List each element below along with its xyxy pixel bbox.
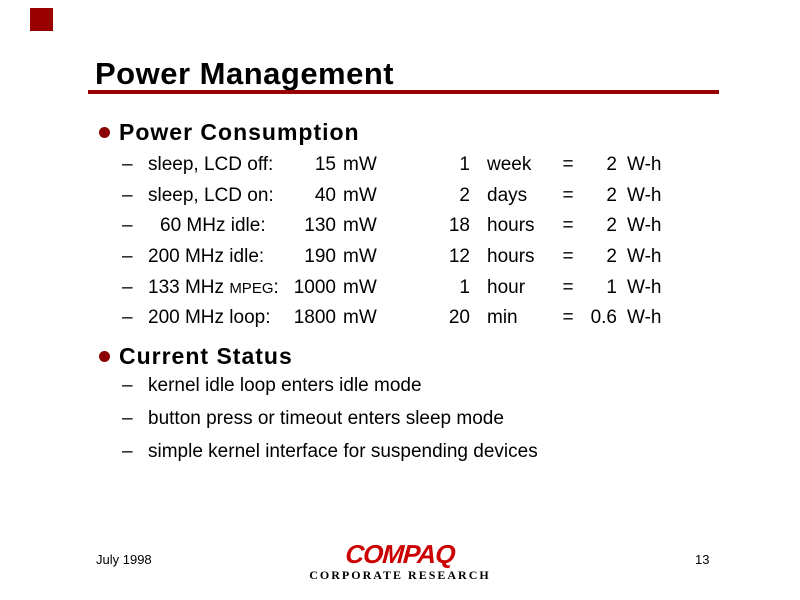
energy-unit: W-h xyxy=(627,246,662,268)
dash-marker: – xyxy=(122,307,133,329)
compaq-logo: COMPAQ CORPORATE RESEARCH xyxy=(0,539,800,582)
duration-value: 18 xyxy=(448,215,470,237)
status-item: button press or timeout enters sleep mod… xyxy=(148,408,504,430)
footer-date: July 1998 xyxy=(96,552,152,567)
duration-unit: hours xyxy=(487,215,535,237)
power-value: 15 xyxy=(314,154,336,176)
equals-sign: = xyxy=(562,276,574,298)
power-value: 40 xyxy=(314,184,336,206)
corporate-research-label: CORPORATE RESEARCH xyxy=(309,568,491,582)
equals-sign: = xyxy=(562,215,574,237)
status-item: kernel idle loop enters idle mode xyxy=(148,374,422,396)
title-underline-rule xyxy=(88,90,719,94)
section-heading: Current Status xyxy=(119,343,293,369)
energy-value: 2 xyxy=(606,184,617,206)
energy-value: 2 xyxy=(606,246,617,268)
energy-value: 2 xyxy=(606,215,617,237)
duration-value: 12 xyxy=(448,246,470,268)
energy-unit: W-h xyxy=(627,307,662,329)
bullet-dot-icon xyxy=(99,351,110,362)
equals-sign: = xyxy=(562,154,574,176)
energy-unit: W-h xyxy=(627,215,662,237)
power-value: 130 xyxy=(304,215,336,237)
row-label-text: 133 MHz xyxy=(148,276,230,298)
status-item: simple kernel interface for suspending d… xyxy=(148,441,538,463)
current-status-list: – kernel idle loop enters idle mode – bu… xyxy=(122,369,538,469)
row-label-text: 200 MHz idle: xyxy=(148,246,265,268)
duration-unit: hours xyxy=(487,246,535,268)
row-label-posttext: : xyxy=(273,276,279,298)
row-label: sleep, LCD on: xyxy=(148,185,290,207)
row-label-text: 60 MHz idle: xyxy=(160,215,266,237)
power-unit: mW xyxy=(343,215,377,237)
power-consumption-table: – sleep, LCD off: 15 mW 1 week = 2 W-h –… xyxy=(122,150,675,334)
dash-marker: – xyxy=(122,374,133,396)
power-unit: mW xyxy=(343,154,377,176)
power-value: 1000 xyxy=(293,276,336,298)
energy-unit: W-h xyxy=(627,154,662,176)
power-value: 1800 xyxy=(293,307,336,329)
energy-value: 2 xyxy=(606,154,617,176)
slide-title: Power Management xyxy=(95,56,395,91)
energy-unit: W-h xyxy=(627,276,662,298)
power-unit: mW xyxy=(343,276,377,298)
dash-marker: – xyxy=(122,441,133,463)
page-number: 13 xyxy=(695,552,710,567)
duration-unit: week xyxy=(487,154,532,176)
energy-value: 1 xyxy=(606,276,617,298)
row-label-text: sleep, LCD off: xyxy=(148,154,274,176)
dash-marker: – xyxy=(122,246,133,268)
duration-value: 20 xyxy=(448,307,470,329)
duration-unit: hour xyxy=(487,276,526,298)
energy-unit: W-h xyxy=(627,184,662,206)
duration-value: 2 xyxy=(459,184,470,206)
power-value: 190 xyxy=(304,246,336,268)
dash-marker: – xyxy=(122,408,133,430)
row-label-smalltext: MPEG xyxy=(229,279,274,297)
row-label-text: sleep, LCD on: xyxy=(148,184,274,206)
section-power-consumption: Power Consumption xyxy=(99,119,360,146)
row-label: 133 MHz MPEG: xyxy=(148,277,290,299)
dash-marker: – xyxy=(122,276,133,298)
dash-marker: – xyxy=(122,184,133,206)
dash-marker: – xyxy=(122,154,133,176)
duration-value: 1 xyxy=(459,276,470,298)
template-corner-square xyxy=(30,8,53,31)
power-unit: mW xyxy=(343,246,377,268)
duration-value: 1 xyxy=(459,154,470,176)
equals-sign: = xyxy=(562,307,574,329)
row-label: 200 MHz loop: xyxy=(148,307,290,329)
duration-unit: days xyxy=(487,184,528,206)
compaq-logo-text: COMPAQ xyxy=(344,539,456,569)
row-label: 60 MHz idle: xyxy=(148,215,290,237)
row-label-text: 200 MHz loop: xyxy=(148,307,271,329)
equals-sign: = xyxy=(562,184,574,206)
power-unit: mW xyxy=(343,184,377,206)
duration-unit: min xyxy=(487,307,518,329)
energy-value: 0.6 xyxy=(590,307,617,329)
dash-marker: – xyxy=(122,215,133,237)
bullet-dot-icon xyxy=(99,127,110,138)
power-unit: mW xyxy=(343,307,377,329)
row-label: sleep, LCD off: xyxy=(148,154,290,176)
row-label: 200 MHz idle: xyxy=(148,246,290,268)
section-current-status: Current Status xyxy=(99,343,293,370)
equals-sign: = xyxy=(562,246,574,268)
section-heading: Power Consumption xyxy=(119,119,360,145)
